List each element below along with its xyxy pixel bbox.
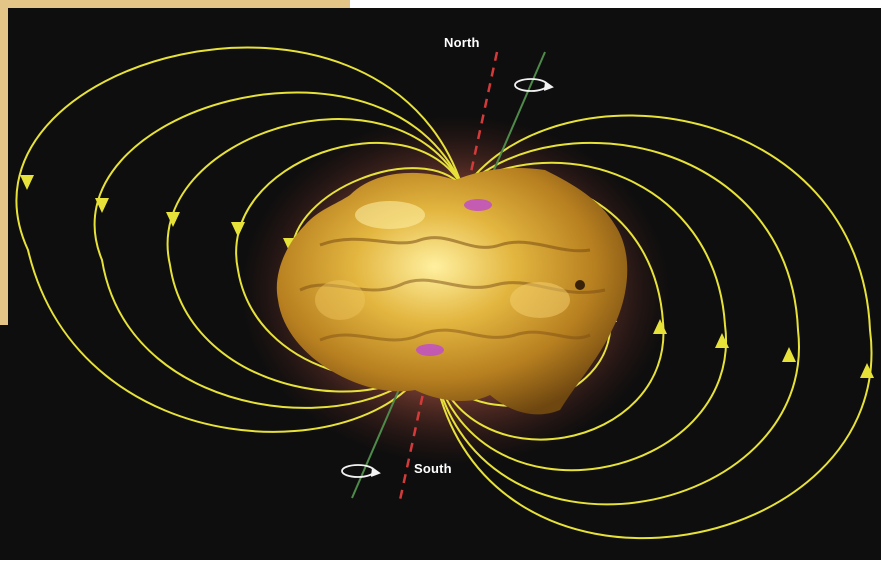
south-label: South <box>414 461 452 476</box>
arrowhead-icon <box>231 222 245 237</box>
arrowhead-icon <box>653 319 667 334</box>
field-line-left-3 <box>166 118 463 393</box>
arrowhead-icon <box>95 198 109 213</box>
arrowhead-icon <box>715 333 729 348</box>
gold-nugget <box>276 168 628 415</box>
field-line-right-2 <box>431 141 800 506</box>
north-pole-accent <box>464 199 492 211</box>
south-pole-accent <box>416 344 444 356</box>
rotation-arrow-icon <box>514 78 554 92</box>
arrowhead-icon <box>166 212 180 227</box>
north-label: North <box>444 35 480 50</box>
arrowhead-icon <box>782 347 796 362</box>
arrowhead-icon <box>860 363 874 378</box>
field-line-left-1 <box>15 46 463 433</box>
arrowhead-icon <box>20 175 34 190</box>
field-line-left-2 <box>93 91 463 409</box>
rotation-arrow-icon <box>341 464 381 478</box>
field-line-right-1 <box>431 114 873 540</box>
